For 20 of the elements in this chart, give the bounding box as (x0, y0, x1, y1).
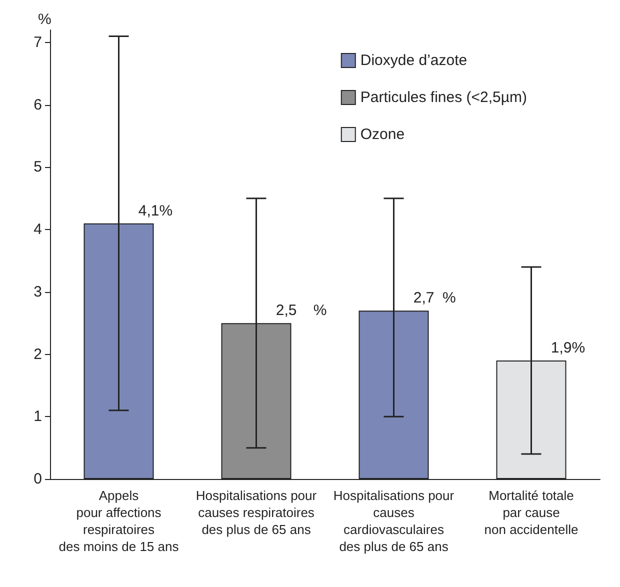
x-tick-label: Hospitalisations pour causes cardiovasculaires des plus de 65 ans (333, 488, 455, 554)
y-tick-label: 0 (34, 470, 42, 488)
y-tick-label: 4 (34, 221, 42, 238)
data-label: 1,9% (550, 340, 586, 357)
data-label: 2,7 % (413, 290, 456, 307)
y-tick-label: 1 (34, 408, 42, 426)
x-tick-label: Appels pour affections respiratoires des moins de 15 ans (58, 488, 180, 554)
legend-label: Dioxyde d’azote (360, 52, 468, 69)
data-label: 4,1% (138, 202, 173, 220)
x-tick-label: Hospitalisations pour causes respiratoires des plus de 65 ans (196, 488, 318, 537)
y-tick-label: 6 (34, 96, 42, 114)
legend-label: Ozone (360, 126, 405, 143)
y-axis-title: % (38, 11, 52, 28)
y-tick-label: 7 (34, 34, 42, 51)
y-tick-label: 3 (34, 283, 42, 300)
y-tick-label: 2 (34, 346, 42, 363)
x-tick-label: Mortalité totale par cause non accidentelle (484, 488, 578, 537)
legend-label: Particules fines (<2,5µm) (360, 89, 528, 106)
data-label: 2,5 % (276, 302, 327, 320)
y-tick-label: 5 (34, 158, 42, 176)
